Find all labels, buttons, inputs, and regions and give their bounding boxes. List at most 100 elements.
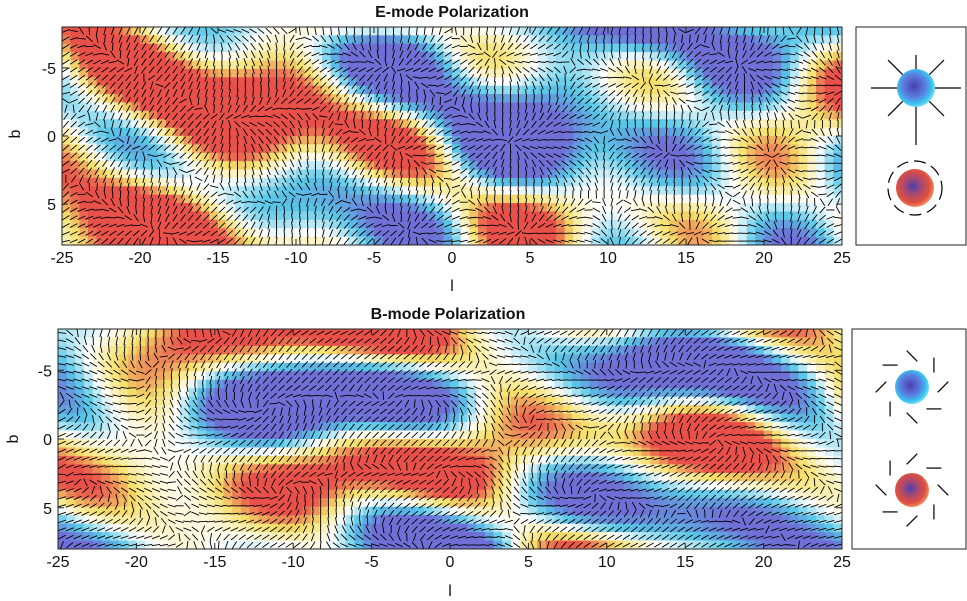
e-mode-polarization-segment: [296, 43, 304, 50]
e-mode-map-cell: [166, 136, 176, 145]
e-mode-polarization-segment: [390, 230, 397, 237]
e-mode-polarization-segment: [615, 145, 624, 151]
e-mode-polarization-segment: [570, 73, 576, 82]
e-mode-map-cell: [452, 68, 462, 78]
e-mode-map-cell: [720, 186, 730, 196]
e-mode-polarization-segment: [750, 34, 754, 43]
e-mode-map-cell: [512, 211, 522, 221]
e-mode-polarization-segment: [794, 154, 804, 157]
e-mode-map-cell: [79, 211, 89, 221]
e-mode-map-cell: [547, 77, 557, 87]
e-mode-polarization-segment: [218, 230, 226, 237]
e-mode-polarization-segment: [148, 128, 155, 136]
e-mode-map-cell: [339, 60, 349, 70]
e-mode-map-cell: [651, 27, 661, 36]
e-mode-polarization-segment: [133, 237, 139, 245]
e-mode-polarization-segment: [296, 58, 303, 66]
e-mode-map-cell: [192, 186, 202, 196]
e-mode-polarization-segment: [416, 27, 418, 36]
e-mode-polarization-segment: [283, 205, 286, 215]
e-mode-map-cell: [356, 236, 366, 245]
e-mode-polarization-segment: [204, 65, 209, 74]
e-mode-polarization-segment: [599, 67, 609, 72]
e-mode-map-cell: [270, 94, 280, 104]
e-mode-map-cell: [712, 110, 722, 120]
e-mode-map-cell: [772, 211, 782, 221]
e-mode-polarization-segment: [288, 28, 296, 34]
e-mode-map-cell: [192, 77, 202, 87]
e-mode-polarization-segment: [289, 167, 295, 175]
e-mode-map-cell: [287, 43, 297, 53]
e-mode-map-cell: [270, 85, 280, 95]
e-mode-map-cell: [720, 52, 730, 62]
e-mode-map-cell: [105, 60, 115, 70]
e-mode-map-cell: [495, 35, 505, 45]
e-mode-polarization-segment: [563, 182, 567, 191]
e-mode-polarization-segment: [273, 97, 280, 105]
e-mode-polarization-segment: [69, 44, 78, 49]
e-mode-map-cell: [235, 219, 245, 229]
e-mode-map-cell: [642, 43, 652, 53]
e-mode-map-cell: [712, 144, 722, 154]
e-mode-polarization-segment: [609, 159, 615, 168]
e-mode-polarization-segment: [93, 67, 101, 73]
e-mode-map-cell: [400, 127, 410, 137]
e-mode-polarization-segment: [509, 159, 512, 168]
e-mode-polarization-segment: [467, 209, 476, 211]
e-mode-polarization-segment: [352, 182, 357, 191]
e-mode-polarization-segment: [392, 190, 395, 199]
e-mode-polarization-segment: [125, 144, 132, 152]
e-mode-map-cell: [426, 94, 436, 104]
e-mode-polarization-segment: [655, 74, 662, 82]
e-mode-map-cell: [720, 43, 730, 53]
e-mode-map-cell: [608, 228, 618, 238]
e-mode-polarization-segment: [751, 88, 754, 98]
e-mode-polarization-segment: [125, 151, 131, 160]
e-mode-polarization-segment: [787, 145, 796, 150]
e-mode-polarization-segment: [103, 112, 107, 121]
e-mode-polarization-segment: [220, 135, 224, 145]
e-mode-map-cell: [417, 203, 427, 213]
e-mode-map-cell: [348, 228, 358, 238]
e-mode-map-cell: [226, 60, 236, 70]
e-mode-polarization-segment: [213, 50, 216, 59]
e-mode-map-cell: [356, 52, 366, 62]
e-mode-map-cell: [764, 144, 774, 154]
e-mode-polarization-segment: [188, 198, 194, 207]
e-mode-polarization-segment: [702, 121, 709, 128]
e-mode-map-cell: [573, 35, 583, 45]
e-mode-polarization-segment: [329, 182, 333, 191]
e-mode-polarization-segment: [297, 73, 303, 82]
e-mode-map-cell: [261, 236, 271, 245]
e-mode-polarization-segment: [516, 120, 521, 129]
e-mode-polarization-segment: [490, 224, 500, 227]
e-mode-polarization-segment: [62, 83, 70, 88]
e-mode-map-cell: [391, 194, 401, 204]
e-mode-map-cell: [755, 203, 765, 213]
e-mode-polarization-segment: [493, 174, 497, 183]
e-mode-polarization-segment: [351, 198, 358, 206]
e-mode-polarization-segment: [166, 236, 169, 245]
e-mode-polarization-segment: [211, 143, 217, 152]
e-mode-polarization-segment: [477, 81, 482, 90]
e-mode-polarization-segment: [62, 36, 70, 42]
e-mode-map-cell: [79, 152, 89, 162]
e-mode-map-cell: [140, 136, 150, 145]
e-mode-map-cell: [270, 102, 280, 112]
e-mode-map-cell: [400, 219, 410, 229]
e-mode-polarization-segment: [204, 42, 208, 51]
e-mode-map-cell: [694, 60, 704, 70]
e-mode-polarization-segment: [210, 230, 218, 237]
e-mode-map-cell: [538, 203, 548, 213]
e-mode-map-cell: [746, 194, 756, 204]
e-mode-map-cell: [668, 102, 678, 112]
e-mode-polarization-segment: [288, 191, 296, 198]
e-mode-polarization-segment: [109, 237, 117, 245]
e-mode-map-cell: [443, 186, 453, 196]
e-mode-map-cell: [252, 219, 262, 229]
e-mode-polarization-segment: [548, 88, 551, 98]
e-mode-map-cell: [625, 60, 635, 70]
e-mode-polarization-segment: [562, 27, 568, 35]
e-mode-map-cell: [772, 68, 782, 78]
e-mode-map-cell: [486, 119, 496, 129]
